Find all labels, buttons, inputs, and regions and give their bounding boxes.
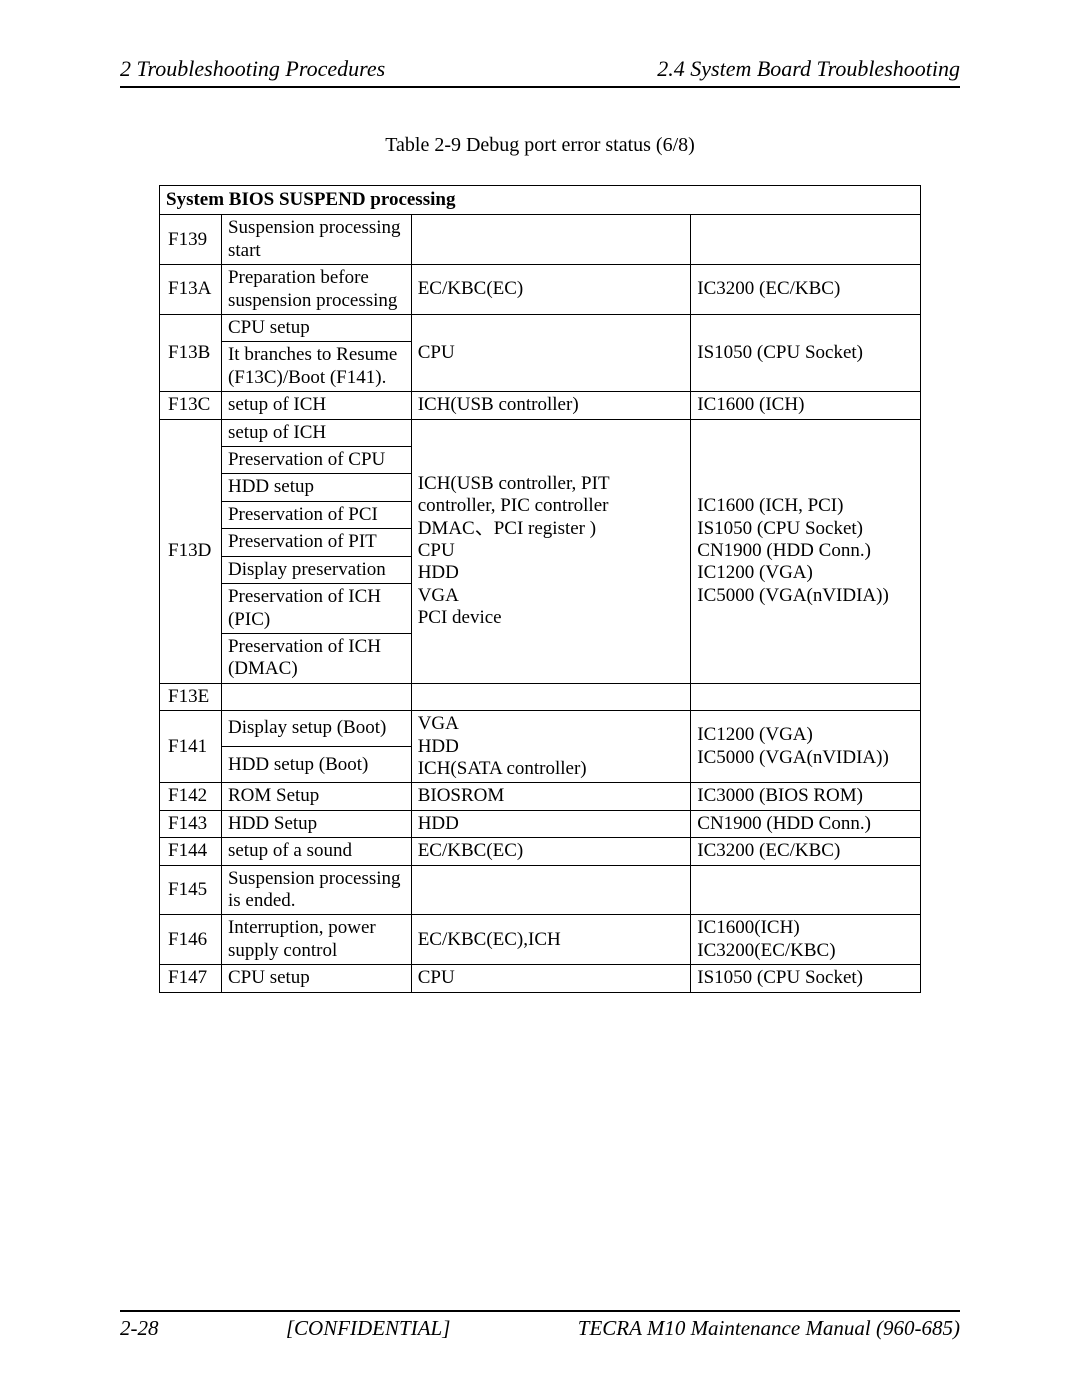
page-header: 2 Troubleshooting Procedures 2.4 System …	[120, 56, 960, 88]
c3-cell	[411, 215, 691, 265]
code-cell: F13D	[160, 419, 222, 683]
desc-cell: setup of a sound	[221, 838, 411, 865]
table-row: F13B CPU setup CPU IS1050 (CPU Socket)	[160, 315, 921, 342]
table-caption: Table 2-9 Debug port error status (6/8)	[120, 134, 960, 157]
c4-cell: IC3200 (EC/KBC)	[691, 265, 921, 315]
header-left: 2 Troubleshooting Procedures	[120, 56, 385, 82]
code-cell: F146	[160, 915, 222, 965]
section-header: System BIOS SUSPEND processing	[160, 186, 921, 215]
c3-cell: EC/KBC(EC),ICH	[411, 915, 691, 965]
code-cell: F13E	[160, 683, 222, 710]
table-row: F13C setup of ICH ICH(USB controller) IC…	[160, 392, 921, 419]
table-row: F13E	[160, 683, 921, 710]
c4-cell: IC1200 (VGA) IC5000 (VGA(nVIDIA))	[691, 711, 921, 783]
footer-page-number: 2-28	[120, 1316, 159, 1341]
code-cell: F139	[160, 215, 222, 265]
desc-cell: Display setup (Boot)	[221, 711, 411, 747]
footer-confidential: [CONFIDENTIAL]	[286, 1316, 451, 1341]
desc-cell: Display preservation	[221, 556, 411, 583]
table-row: F141 Display setup (Boot) VGA HDD ICH(SA…	[160, 711, 921, 747]
desc-cell: Suspension processing start	[221, 215, 411, 265]
desc-cell: Preservation of PCI	[221, 501, 411, 528]
c4-cell	[691, 683, 921, 710]
c4-cell: CN1900 (HDD Conn.)	[691, 810, 921, 837]
table-row: F147 CPU setup CPU IS1050 (CPU Socket)	[160, 965, 921, 992]
c3-cell	[411, 683, 691, 710]
c4-cell: IC1600 (ICH)	[691, 392, 921, 419]
c3-cell: CPU	[411, 965, 691, 992]
desc-cell: ROM Setup	[221, 783, 411, 810]
desc-cell: CPU setup	[221, 315, 411, 342]
table-row: F143 HDD Setup HDD CN1900 (HDD Conn.)	[160, 810, 921, 837]
code-cell: F13B	[160, 315, 222, 392]
code-cell: F141	[160, 711, 222, 783]
c3-cell: ICH(USB controller, PIT controller, PIC …	[411, 419, 691, 683]
table-row: F144 setup of a sound EC/KBC(EC) IC3200 …	[160, 838, 921, 865]
desc-cell: CPU setup	[221, 965, 411, 992]
desc-cell: Preservation of PIT	[221, 529, 411, 556]
c4-cell: IC3000 (BIOS ROM)	[691, 783, 921, 810]
c3-cell: HDD	[411, 810, 691, 837]
desc-cell: Preparation before suspension processing	[221, 265, 411, 315]
header-right: 2.4 System Board Troubleshooting	[657, 56, 960, 82]
c3-cell: VGA HDD ICH(SATA controller)	[411, 711, 691, 783]
code-cell: F144	[160, 838, 222, 865]
footer-manual-title: TECRA M10 Maintenance Manual (960-685)	[578, 1316, 960, 1341]
desc-cell: HDD setup	[221, 474, 411, 501]
table-section-row: System BIOS SUSPEND processing	[160, 186, 921, 215]
desc-cell: HDD setup (Boot)	[221, 747, 411, 783]
table-row: F13D setup of ICH ICH(USB controller, PI…	[160, 419, 921, 446]
c4-cell: IC1600(ICH) IC3200(EC/KBC)	[691, 915, 921, 965]
code-cell: F147	[160, 965, 222, 992]
c4-cell	[691, 215, 921, 265]
table-row: F145 Suspension processing is ended.	[160, 865, 921, 915]
c3-cell: EC/KBC(EC)	[411, 265, 691, 315]
desc-cell: Preservation of CPU	[221, 447, 411, 474]
page-footer: 2-28 [CONFIDENTIAL] TECRA M10 Maintenanc…	[120, 1310, 960, 1341]
c4-cell: IC1600 (ICH, PCI) IS1050 (CPU Socket) CN…	[691, 419, 921, 683]
desc-cell: HDD Setup	[221, 810, 411, 837]
c3-cell: EC/KBC(EC)	[411, 838, 691, 865]
debug-table: System BIOS SUSPEND processing F139 Susp…	[159, 185, 921, 993]
page: 2 Troubleshooting Procedures 2.4 System …	[0, 0, 1080, 1397]
c3-cell: CPU	[411, 315, 691, 392]
c4-cell: IS1050 (CPU Socket)	[691, 315, 921, 392]
code-cell: F145	[160, 865, 222, 915]
table-row: F146 Interruption, power supply control …	[160, 915, 921, 965]
c4-cell: IC3200 (EC/KBC)	[691, 838, 921, 865]
desc-cell: Interruption, power supply control	[221, 915, 411, 965]
desc-cell: Suspension processing is ended.	[221, 865, 411, 915]
c3-cell	[411, 865, 691, 915]
desc-cell	[221, 683, 411, 710]
desc-cell: setup of ICH	[221, 392, 411, 419]
desc-cell: Preservation of ICH (PIC)	[221, 584, 411, 634]
desc-cell: Preservation of ICH (DMAC)	[221, 633, 411, 683]
c3-cell: ICH(USB controller)	[411, 392, 691, 419]
table-row: F142 ROM Setup BIOSROM IC3000 (BIOS ROM)	[160, 783, 921, 810]
code-cell: F13A	[160, 265, 222, 315]
code-cell: F13C	[160, 392, 222, 419]
desc-cell: It branches to Resume (F13C)/Boot (F141)…	[221, 342, 411, 392]
table-row: F13A Preparation before suspension proce…	[160, 265, 921, 315]
table-row: F139 Suspension processing start	[160, 215, 921, 265]
c4-cell	[691, 865, 921, 915]
c3-cell: BIOSROM	[411, 783, 691, 810]
desc-cell: setup of ICH	[221, 419, 411, 446]
code-cell: F142	[160, 783, 222, 810]
code-cell: F143	[160, 810, 222, 837]
c4-cell: IS1050 (CPU Socket)	[691, 965, 921, 992]
